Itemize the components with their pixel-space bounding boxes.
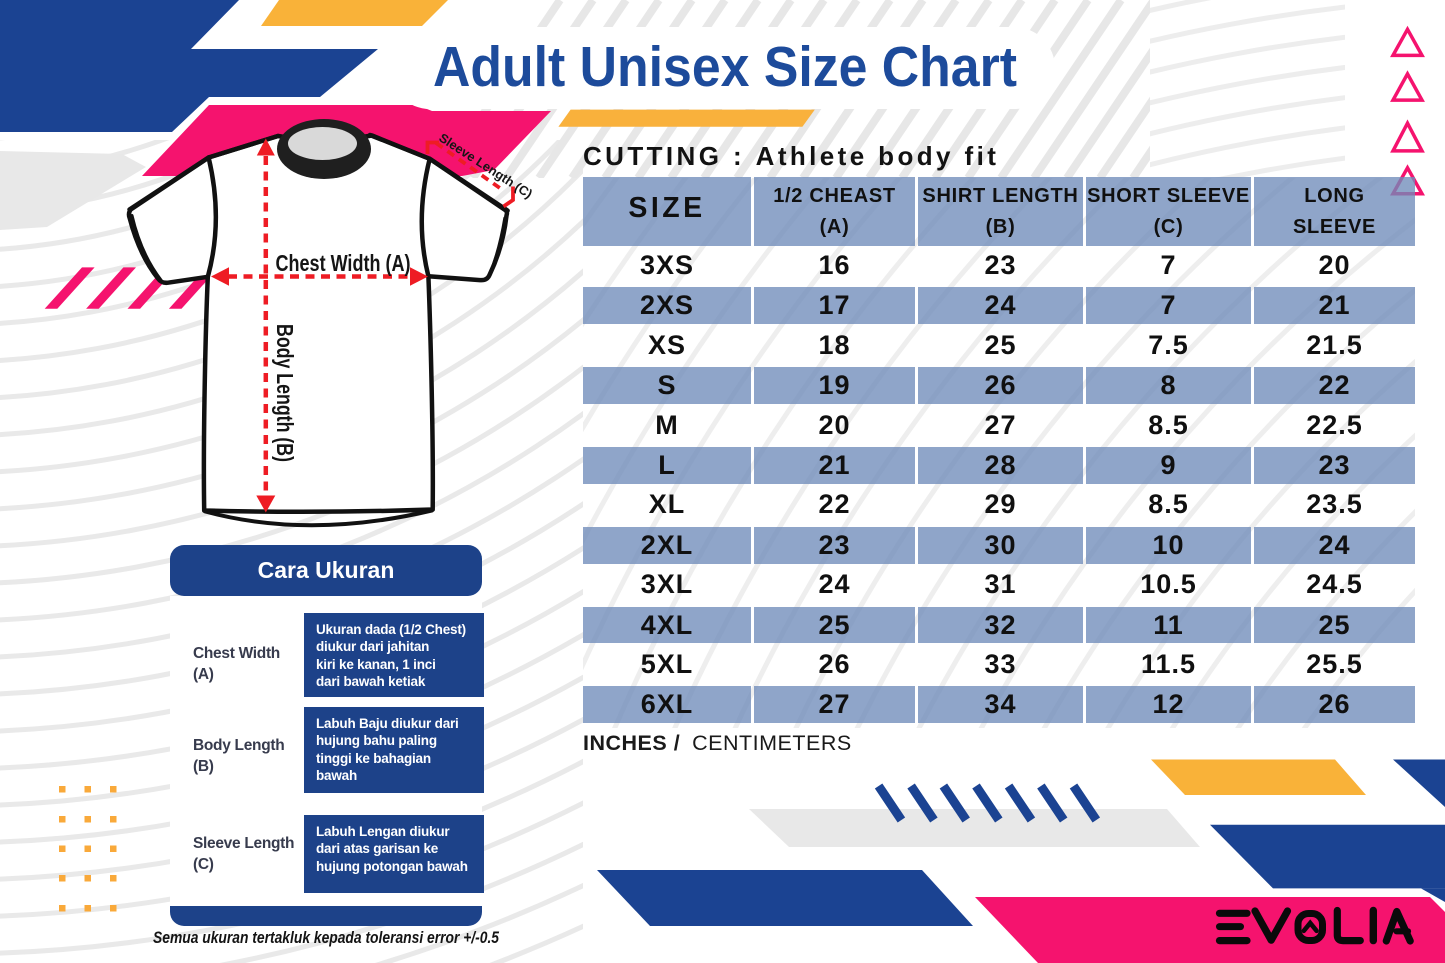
svg-text:Adult Unisex Size Chart: Adult Unisex Size Chart bbox=[433, 35, 1017, 99]
svg-text:Body Length (B): Body Length (B) bbox=[272, 324, 298, 462]
svg-text:Semua ukuran tertakluk kepada: Semua ukuran tertakluk kepada toleransi … bbox=[153, 929, 500, 947]
svg-text:Chest Width (A): Chest Width (A) bbox=[276, 250, 411, 276]
